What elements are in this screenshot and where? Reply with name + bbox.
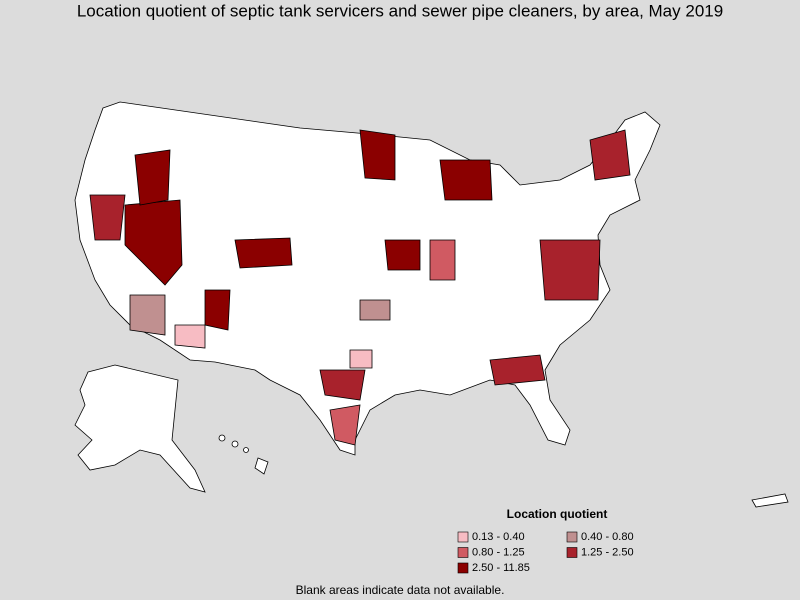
area xyxy=(174,324,206,349)
footnote: Blank areas indicate data not available. xyxy=(296,583,505,597)
area xyxy=(489,354,546,386)
legend-swatch xyxy=(457,547,469,558)
legend-label: 1.25 - 2.50 xyxy=(581,546,634,558)
legend-title: Location quotient xyxy=(507,507,608,521)
area xyxy=(319,369,366,401)
legend-swatch xyxy=(457,531,469,543)
area xyxy=(234,237,293,269)
area xyxy=(359,299,391,321)
area xyxy=(539,239,601,301)
map-title: Location quotient of septic tank service… xyxy=(77,1,723,20)
legend-label: 0.13 - 0.40 xyxy=(472,531,525,543)
alaska xyxy=(74,364,206,493)
legend-label: 2.50 - 11.85 xyxy=(472,562,530,574)
legend-swatch xyxy=(566,547,578,558)
area xyxy=(129,294,166,336)
legend-swatch xyxy=(566,531,578,543)
area xyxy=(204,289,231,331)
puerto-rico xyxy=(751,493,789,508)
legend-label: 0.80 - 1.25 xyxy=(472,546,525,558)
island xyxy=(254,457,269,475)
area xyxy=(329,404,361,446)
area xyxy=(89,194,126,241)
area xyxy=(429,239,456,281)
island xyxy=(243,447,249,453)
area xyxy=(359,129,396,181)
area xyxy=(439,159,493,201)
hawaii xyxy=(218,434,269,475)
legend: 0.13 - 0.40 0.40 - 0.80 0.80 - 1.25 1.25 - … xyxy=(457,531,634,574)
area xyxy=(384,239,421,271)
area xyxy=(124,199,183,286)
area xyxy=(134,149,171,206)
island xyxy=(231,440,239,448)
area xyxy=(349,349,373,369)
island xyxy=(218,434,226,442)
shaded-areas xyxy=(89,129,631,446)
legend-swatch xyxy=(457,562,469,574)
legend-label: 0.40 - 0.80 xyxy=(581,531,634,543)
area xyxy=(589,129,631,181)
